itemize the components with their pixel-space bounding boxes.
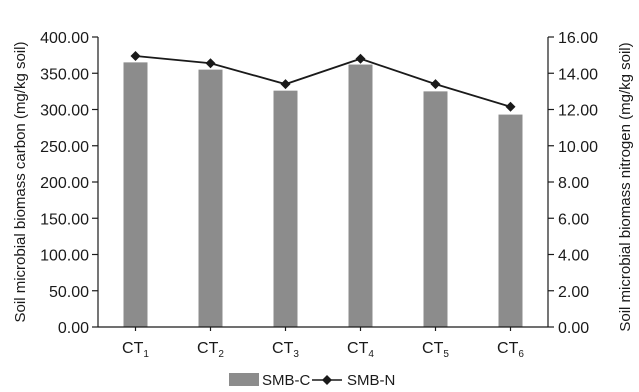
right-tick-label: 16.00	[558, 30, 598, 47]
right-y-axis-title: Soil microbial biomass nitrogen (mg/kg s…	[617, 42, 634, 331]
x-category-label: CT2	[197, 340, 224, 360]
right-tick-label: 10.00	[558, 139, 598, 156]
right-tick-label: 12.00	[558, 103, 598, 120]
legend: SMB-C SMB-N	[229, 372, 395, 389]
smb-n-point	[505, 101, 516, 112]
left-tick-label: 0.00	[58, 320, 89, 337]
bar-smb-c	[423, 91, 448, 327]
smb-n-point	[280, 79, 291, 90]
x-category-label: CT5	[422, 340, 449, 360]
x-category-label: CT4	[347, 340, 374, 360]
x-category-label: CT1	[122, 340, 149, 360]
left-tick-label: 50.00	[49, 284, 89, 301]
bar-smb-c	[123, 62, 148, 327]
left-tick-label: 250.00	[40, 139, 89, 156]
bar-smb-c	[498, 114, 523, 327]
smb-c-bars	[123, 62, 523, 328]
right-y-axis-ticks: 0.00 2.00 4.00 6.00 8.00 10.00 12.00 14.00 16.00	[548, 30, 598, 337]
x-category-label: CT6	[497, 340, 524, 360]
left-tick-label: 400.00	[40, 30, 89, 47]
right-tick-label: 8.00	[558, 175, 589, 192]
bar-smb-c	[348, 64, 373, 328]
smb-n-point	[130, 51, 141, 62]
right-tick-label: 6.00	[558, 211, 589, 228]
smb-n-polyline	[135, 55, 511, 108]
x-category-label: CT3	[272, 340, 299, 360]
legend-smb-c-swatch	[229, 373, 259, 386]
smb-n-point	[355, 53, 366, 64]
x-axis-category-labels: CT1 CT2 CT3 CT4 CT5 CT6	[122, 327, 524, 360]
smb-n-point	[430, 79, 441, 90]
left-tick-label: 100.00	[40, 248, 89, 265]
right-tick-label: 14.00	[558, 66, 598, 83]
legend-smb-n-marker	[322, 375, 332, 385]
smb-n-line	[130, 51, 516, 112]
left-tick-label: 200.00	[40, 175, 89, 192]
right-tick-label: 4.00	[558, 248, 589, 265]
left-y-axis-title: Soil microbial biomass carbon (mg/kg soi…	[12, 42, 29, 323]
right-tick-label: 0.00	[558, 320, 589, 337]
legend-smb-n-label: SMB-N	[347, 372, 395, 389]
left-tick-label: 300.00	[40, 103, 89, 120]
left-tick-label: 150.00	[40, 211, 89, 228]
bar-smb-c	[198, 69, 223, 327]
bar-smb-c	[273, 90, 298, 328]
chart-axes	[97, 37, 549, 328]
right-tick-label: 2.00	[558, 284, 589, 301]
legend-smb-c-label: SMB-C	[262, 372, 311, 389]
smb-n-point	[205, 58, 216, 69]
left-y-axis-ticks: 0.00 50.00 100.00 150.00 200.00 250.00 300.00 3…	[40, 30, 98, 337]
left-tick-label: 350.00	[40, 66, 89, 83]
